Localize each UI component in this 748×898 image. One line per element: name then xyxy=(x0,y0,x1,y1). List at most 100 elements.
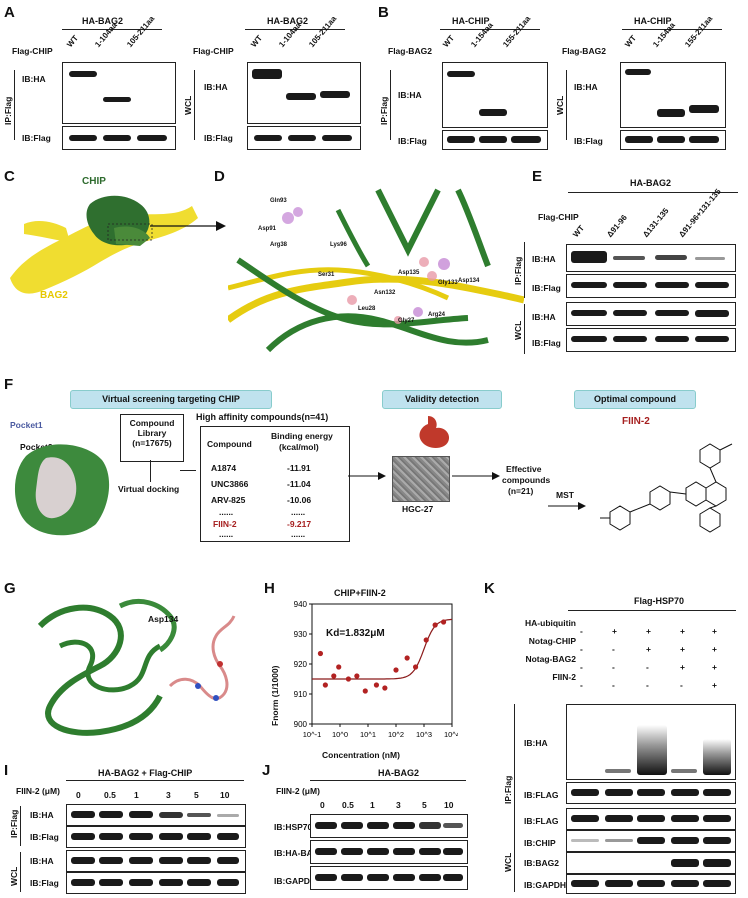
e-wcl: WCL xyxy=(513,320,523,340)
k-blot-wcl-bag2 xyxy=(566,852,736,874)
k-row-sign: + xyxy=(612,626,617,636)
a-title-2: HA-BAG2 xyxy=(267,16,309,26)
f-mst: MST xyxy=(556,490,574,500)
e-blot-wcl-flag xyxy=(566,328,736,352)
panel-label-a: A xyxy=(4,4,15,21)
k-row-sign: - xyxy=(612,644,615,654)
f-row-compound: A1874 xyxy=(211,463,237,473)
h-ylabel: Fnorm (1/1000) xyxy=(270,665,280,726)
f-fiin2-structure xyxy=(600,443,733,533)
e-ip: IP:Flag xyxy=(513,256,523,285)
a-title-1: HA-BAG2 xyxy=(82,16,124,26)
h-data-point xyxy=(345,676,352,682)
panel-label-g: G xyxy=(4,580,16,597)
j-ib-ha-bag2: IB:HA-BAG2 xyxy=(274,848,325,858)
h-xtick-label: 10^4 xyxy=(444,730,458,739)
b-blot-wcl-flag xyxy=(620,130,726,150)
b-ib-flag: IB:Flag xyxy=(398,136,427,146)
d-res-ser31: Ser31 xyxy=(318,272,335,278)
h-data-point xyxy=(393,667,399,673)
i-blot-wcl-flag xyxy=(66,872,246,894)
k-row-sign: - xyxy=(612,680,615,690)
e-row-label: Flag-CHIP xyxy=(538,212,579,222)
i-dose-3: 3 xyxy=(166,790,171,800)
h-xtick-label: 10^0 xyxy=(332,730,348,739)
f-step-virtual-screening: Virtual screening targeting CHIP xyxy=(70,390,272,409)
g-docking-structure xyxy=(37,599,236,736)
f-virtual-docking: Virtual docking xyxy=(118,484,180,494)
c-arrow xyxy=(150,221,226,231)
i-dose-10: 10 xyxy=(220,790,230,800)
i-dose-5: 5 xyxy=(194,790,199,800)
f-compound-table: Compound Binding energy (kcal/mol) A1874… xyxy=(200,426,350,542)
panel-label-h: H xyxy=(264,580,275,597)
h-data-point xyxy=(336,664,342,670)
i-ib-flag-2: IB:Flag xyxy=(30,878,59,888)
j-blot-gapdh xyxy=(310,866,468,890)
a-lane-wt-2: WT xyxy=(249,33,264,49)
d-interaction-structure xyxy=(228,188,524,353)
j-dose-0.5: 0.5 xyxy=(342,800,354,810)
g-residue-asp134: Asp134 xyxy=(148,614,179,624)
f-pocket1: Pocket1 xyxy=(10,420,43,430)
f-high-affinity: High affinity compounds(n=41) xyxy=(196,412,329,422)
k-blot-wcl-flag xyxy=(566,808,736,830)
d-res-asp134: Asp134 xyxy=(458,278,480,284)
c-protein-surface xyxy=(10,195,198,294)
a-row-label-1: Flag-CHIP xyxy=(12,46,53,56)
h-data-point xyxy=(317,650,324,657)
b-blot-ip-ha xyxy=(442,62,548,128)
a-row-label-2: Flag-CHIP xyxy=(193,46,234,56)
f-chip-pocket-surface xyxy=(14,444,110,536)
k-row-sign: - xyxy=(580,662,583,672)
a-ib-flag-2: IB:Flag xyxy=(204,133,233,143)
h-data-point xyxy=(354,673,360,679)
h-data-point xyxy=(404,655,410,661)
d-res-arg38: Arg38 xyxy=(270,242,288,248)
f-stomach-icon xyxy=(419,416,450,448)
k-wcl: WCL xyxy=(503,852,513,872)
k-ib-chip: IB:CHIP xyxy=(524,838,556,848)
f-row-energy: -11.91 xyxy=(287,463,311,473)
b-ip: IP:Flag xyxy=(379,96,389,125)
panel-label-c: C xyxy=(4,168,15,185)
k-ib-bag2: IB:BAG2 xyxy=(524,858,559,868)
k-row-sign: - xyxy=(580,680,583,690)
b-ib-ha-2: IB:HA xyxy=(574,82,598,92)
f-step-optimal: Optimal compound xyxy=(574,390,696,409)
b-row-label-2: Flag-BAG2 xyxy=(562,46,606,56)
h-data-point xyxy=(322,682,328,688)
b-ib-flag-2: IB:Flag xyxy=(574,136,603,146)
e-ib-flag: IB:Flag xyxy=(532,283,561,293)
j-dose-0: 0 xyxy=(320,800,325,810)
a-ib-ha-2: IB:HA xyxy=(204,82,228,92)
k-row-label: Notag-BAG2 xyxy=(525,654,576,664)
e-ib-ha: IB:HA xyxy=(532,254,556,264)
a-lane-105-211: 105-211aa xyxy=(125,14,157,50)
k-row-sign: - xyxy=(680,680,683,690)
i-ip: IP:Flag xyxy=(9,809,19,838)
k-blot-wcl-chip xyxy=(566,830,736,852)
panel-label-j: J xyxy=(262,762,271,779)
k-blot-ip-ha xyxy=(566,704,736,780)
e-lane-dboth: Δ91-96+131-135 xyxy=(677,187,723,239)
i-wcl: WCL xyxy=(9,866,19,886)
b-title-1: HA-CHIP xyxy=(452,16,490,26)
panel-label-d: D xyxy=(214,168,225,185)
e-lane-wt: WT xyxy=(571,223,586,239)
k-blot-ip-flag xyxy=(566,782,736,804)
e-title: HA-BAG2 xyxy=(630,178,672,188)
i-ib-ha: IB:HA xyxy=(30,810,54,820)
j-ib-hsp70: IB:HSP70 xyxy=(274,822,313,832)
k-row-sign: - xyxy=(646,662,649,672)
k-title: Flag-HSP70 xyxy=(634,596,685,606)
a-blot-ip-flag xyxy=(62,126,176,150)
f-cell-image xyxy=(392,456,450,502)
a-blot-wcl-flag xyxy=(247,126,361,150)
a-wcl: WCL xyxy=(183,95,193,115)
i-blot-ip-ha xyxy=(66,804,246,826)
k-row-sign: + xyxy=(712,626,717,636)
j-ib-gapdh: IB:GAPDH xyxy=(274,876,317,886)
k-row-sign: + xyxy=(680,662,685,672)
panel-label-f: F xyxy=(4,376,14,393)
